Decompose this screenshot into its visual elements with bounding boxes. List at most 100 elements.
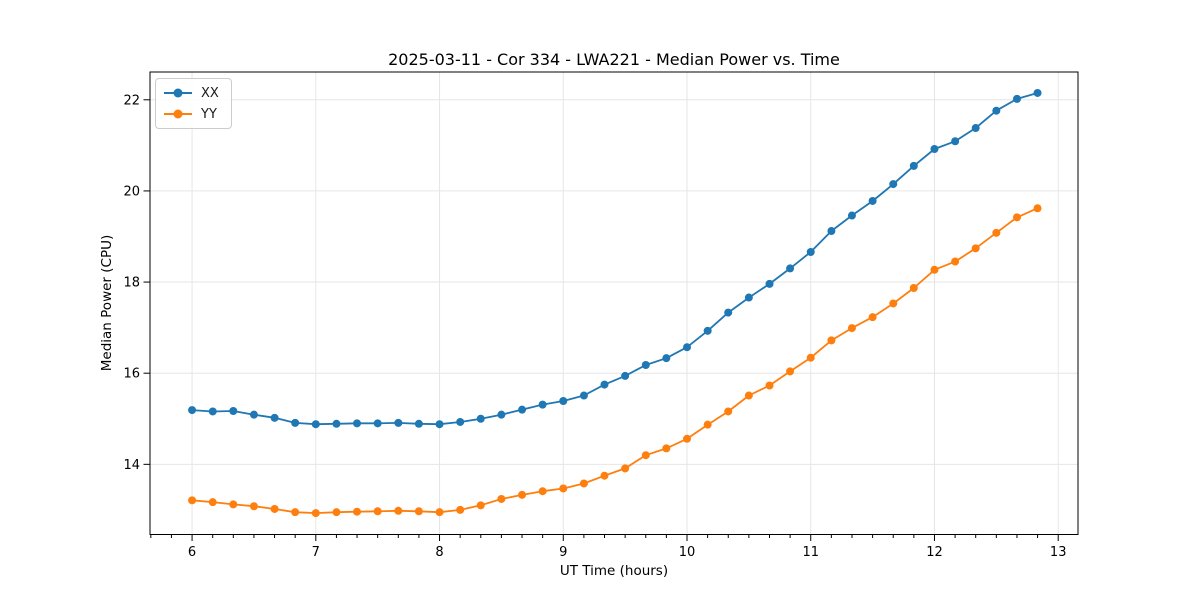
x-tick-label: 9 <box>559 545 567 560</box>
series-marker-xx <box>559 396 568 405</box>
series-marker-xx <box>394 418 403 427</box>
series-marker-xx <box>683 343 692 352</box>
series-marker-xx <box>909 161 918 170</box>
series-marker-yy <box>414 507 423 516</box>
series-marker-yy <box>291 508 300 517</box>
series-marker-xx <box>847 211 856 220</box>
series-marker-yy <box>971 244 980 253</box>
series-marker-xx <box>188 406 197 415</box>
series-marker-xx <box>518 405 527 414</box>
series-marker-yy <box>373 507 382 516</box>
y-tick-label: 18 <box>123 276 140 291</box>
legend-swatch-xx-icon <box>164 88 192 98</box>
series-marker-xx <box>951 137 960 146</box>
legend-label-xx: XX <box>201 85 219 101</box>
series-marker-yy <box>188 496 197 505</box>
series-marker-xx <box>703 326 712 335</box>
x-tick-label: 12 <box>926 545 943 560</box>
series-marker-xx <box>435 420 444 429</box>
x-tick-label: 13 <box>1050 545 1067 560</box>
series-marker-xx <box>662 354 671 363</box>
legend-item-yy: YY <box>163 104 219 124</box>
series-marker-xx <box>971 124 980 133</box>
x-tick-label: 7 <box>312 545 320 560</box>
series-marker-xx <box>930 145 939 154</box>
legend-swatch-yy-icon <box>164 109 192 119</box>
series-marker-xx <box>497 410 506 419</box>
series-marker-xx <box>1033 88 1042 97</box>
y-tick-label: 16 <box>123 367 140 382</box>
series-marker-yy <box>951 257 960 266</box>
series-marker-yy <box>476 501 485 510</box>
series-marker-yy <box>621 464 630 473</box>
series-marker-yy <box>1033 204 1042 213</box>
x-tick-label: 6 <box>188 545 196 560</box>
series-marker-yy <box>270 504 279 513</box>
legend-label-yy: YY <box>201 106 217 122</box>
series-marker-yy <box>909 283 918 292</box>
series-marker-xx <box>641 360 650 369</box>
series-marker-xx <box>476 414 485 423</box>
series-marker-yy <box>600 471 609 480</box>
series-marker-yy <box>249 502 258 511</box>
series-marker-xx <box>373 419 382 428</box>
series-marker-yy <box>724 407 733 416</box>
series-marker-yy <box>868 313 877 322</box>
series-marker-yy <box>497 494 506 503</box>
series-marker-yy <box>559 484 568 493</box>
series-marker-xx <box>579 391 588 400</box>
series-line-yy <box>192 207 1038 514</box>
series-marker-xx <box>621 371 630 380</box>
series-marker-xx <box>270 413 279 422</box>
series-marker-yy <box>744 391 753 400</box>
series-marker-yy <box>703 420 712 429</box>
y-tick-label: 22 <box>123 93 140 108</box>
legend: XX YY <box>155 78 232 129</box>
series-marker-yy <box>1012 213 1021 222</box>
series-marker-yy <box>683 434 692 443</box>
chart-title: 2025-03-11 - Cor 334 - LWA221 - Median P… <box>388 50 840 69</box>
series-marker-yy <box>332 508 341 517</box>
x-axis-label: UT Time (hours) <box>559 563 669 579</box>
series-marker-yy <box>847 324 856 333</box>
y-tick-label: 14 <box>123 458 140 473</box>
series-marker-xx <box>868 196 877 205</box>
series-marker-yy <box>518 490 527 499</box>
axes-spines <box>149 71 1079 535</box>
series-marker-yy <box>538 487 547 496</box>
legend-item-xx: XX <box>163 83 219 103</box>
series-marker-yy <box>992 228 1001 237</box>
series-marker-xx <box>724 308 733 317</box>
series-marker-yy <box>208 498 217 507</box>
series-marker-xx <box>889 180 898 189</box>
series-line-xx <box>192 92 1038 426</box>
series-marker-xx <box>538 400 547 409</box>
y-tick-label: 20 <box>123 184 140 199</box>
series-marker-yy <box>579 479 588 488</box>
y-axis-label: Median Power (CPU) <box>99 234 115 372</box>
x-tick-label: 10 <box>679 545 696 560</box>
series-marker-xx <box>600 380 609 389</box>
series-marker-xx <box>291 418 300 427</box>
series-marker-yy <box>765 381 774 390</box>
series-marker-yy <box>930 265 939 274</box>
series-marker-xx <box>992 106 1001 115</box>
series-marker-yy <box>662 444 671 453</box>
series-marker-xx <box>827 227 836 236</box>
series-marker-xx <box>311 420 320 429</box>
series-marker-yy <box>786 367 795 376</box>
series-marker-xx <box>806 247 815 256</box>
series-marker-xx <box>1012 94 1021 103</box>
series-marker-xx <box>249 410 258 419</box>
x-tick-label: 8 <box>435 545 443 560</box>
series-marker-xx <box>414 419 423 428</box>
series-marker-xx <box>456 417 465 426</box>
series-marker-yy <box>394 506 403 515</box>
x-tick-label: 11 <box>802 545 819 560</box>
series-marker-xx <box>744 293 753 302</box>
series-marker-xx <box>208 407 217 416</box>
series-marker-yy <box>353 507 362 516</box>
series-marker-yy <box>889 299 898 308</box>
